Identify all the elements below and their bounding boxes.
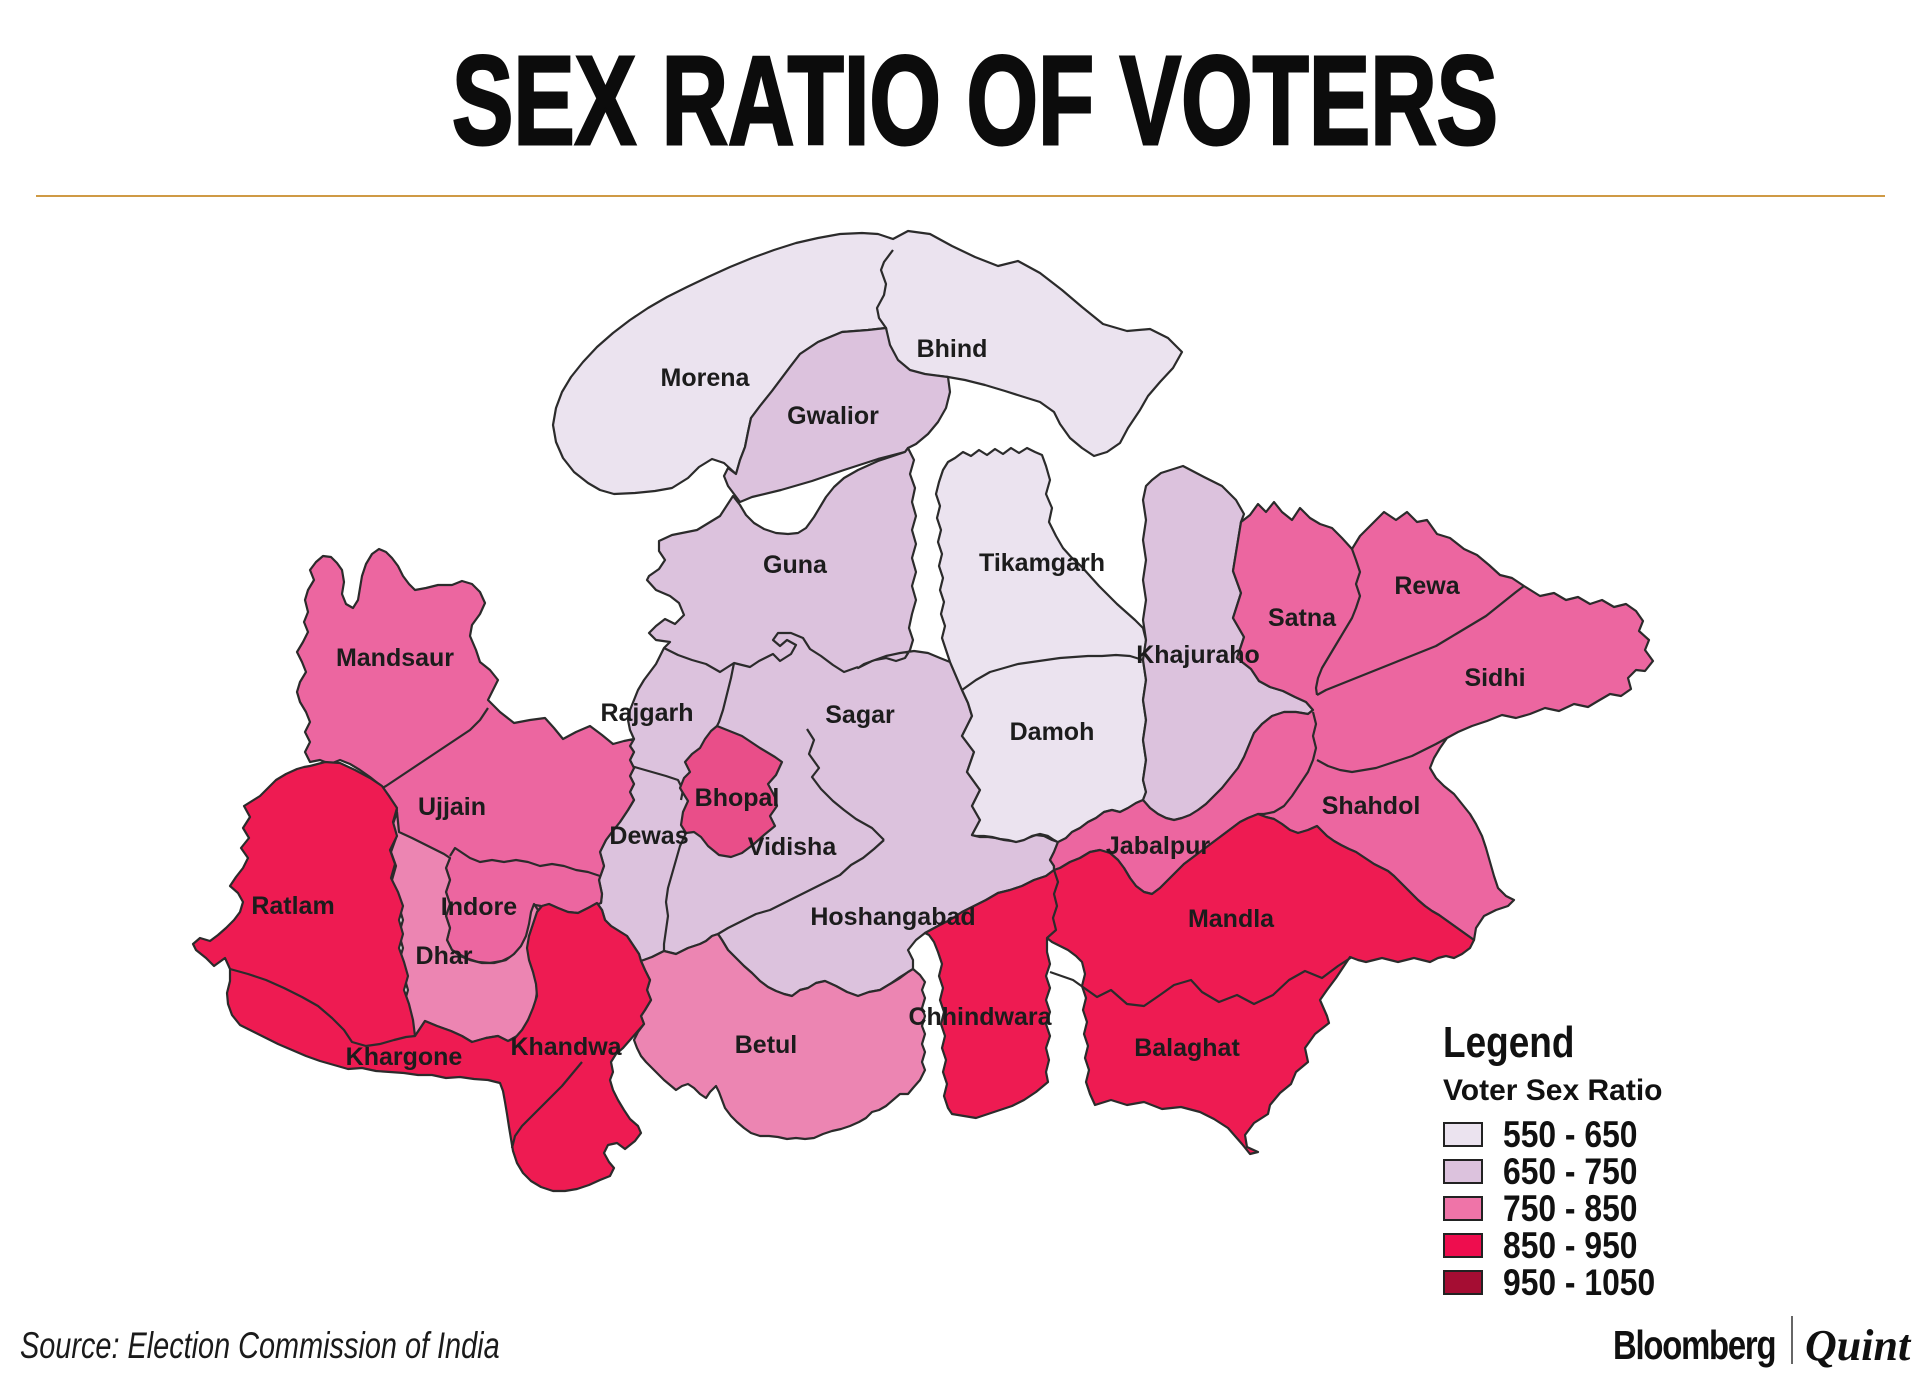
- svg-text:Hoshangabad: Hoshangabad: [810, 903, 975, 931]
- svg-text:Sidhi: Sidhi: [1464, 664, 1525, 692]
- svg-text:Khargone: Khargone: [346, 1043, 463, 1071]
- svg-text:Betul: Betul: [735, 1031, 798, 1059]
- svg-text:Shahdol: Shahdol: [1322, 792, 1421, 820]
- svg-text:Dewas: Dewas: [609, 822, 688, 850]
- svg-text:Morena: Morena: [661, 364, 751, 392]
- svg-text:Balaghat: Balaghat: [1134, 1034, 1240, 1062]
- svg-text:Gwalior: Gwalior: [787, 402, 879, 430]
- svg-text:Jabalpur: Jabalpur: [1106, 832, 1210, 860]
- svg-text:Khandwa: Khandwa: [510, 1033, 622, 1061]
- svg-text:Chhindwara: Chhindwara: [908, 1003, 1052, 1031]
- svg-text:Guna: Guna: [763, 551, 828, 579]
- svg-text:Khajuraho: Khajuraho: [1136, 641, 1260, 669]
- svg-text:Tikamgarh: Tikamgarh: [979, 549, 1105, 577]
- svg-text:Bhind: Bhind: [917, 335, 988, 363]
- svg-text:Bhopal: Bhopal: [695, 784, 780, 812]
- svg-text:Indore: Indore: [441, 893, 517, 921]
- svg-text:Rewa: Rewa: [1394, 572, 1460, 600]
- svg-text:Sagar: Sagar: [825, 701, 895, 729]
- svg-text:Damoh: Damoh: [1010, 718, 1095, 746]
- svg-text:Ratlam: Ratlam: [251, 892, 334, 920]
- svg-text:Mandla: Mandla: [1188, 905, 1275, 933]
- svg-text:Satna: Satna: [1268, 604, 1337, 632]
- svg-text:Mandsaur: Mandsaur: [336, 644, 454, 672]
- svg-text:Dhar: Dhar: [416, 942, 473, 970]
- svg-text:Rajgarh: Rajgarh: [600, 699, 693, 727]
- svg-text:Vidisha: Vidisha: [748, 833, 838, 861]
- svg-text:Ujjain: Ujjain: [418, 793, 486, 821]
